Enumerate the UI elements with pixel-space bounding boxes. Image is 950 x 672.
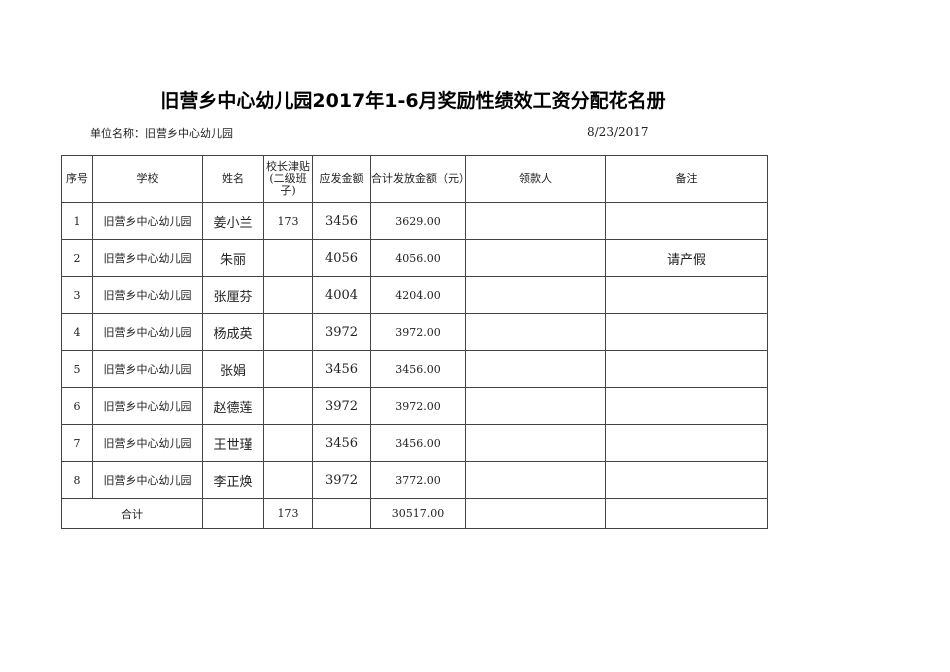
cell-empty bbox=[465, 498, 606, 529]
cell-no: 2 bbox=[61, 239, 93, 277]
totals-row: 合计 173 30517.00 bbox=[61, 498, 768, 529]
table-row: 5 旧营乡中心幼儿园 张娟 3456 3456.00 bbox=[61, 350, 768, 388]
unit-label: 单位名称：旧营乡中心幼儿园 bbox=[90, 127, 233, 140]
cell-empty bbox=[312, 498, 371, 529]
cell-recipient bbox=[465, 276, 606, 314]
cell-total: 3456.00 bbox=[370, 350, 466, 388]
cell-due: 4056 bbox=[312, 239, 371, 277]
cell-name: 姜小兰 bbox=[202, 202, 264, 240]
cell-total: 3629.00 bbox=[370, 202, 466, 240]
table-row: 2 旧营乡中心幼儿园 朱丽 4056 4056.00 请产假 bbox=[61, 239, 768, 277]
roster-table: 序号 学校 姓名 校长津贴(二级班子) 应发金额 合计发放金额（元） 领款人 备… bbox=[61, 155, 768, 529]
cell-allowance bbox=[263, 387, 313, 425]
cell-recipient bbox=[465, 424, 606, 462]
cell-note: 请产假 bbox=[605, 239, 768, 277]
cell-note bbox=[605, 387, 768, 425]
cell-school: 旧营乡中心幼儿园 bbox=[92, 424, 203, 462]
cell-total: 3456.00 bbox=[370, 424, 466, 462]
cell-no: 6 bbox=[61, 387, 93, 425]
cell-due: 4004 bbox=[312, 276, 371, 314]
totals-allowance: 173 bbox=[263, 498, 313, 529]
cell-no: 7 bbox=[61, 424, 93, 462]
header-note: 备注 bbox=[605, 155, 768, 203]
cell-note bbox=[605, 276, 768, 314]
cell-allowance bbox=[263, 461, 313, 499]
cell-allowance bbox=[263, 276, 313, 314]
cell-note bbox=[605, 313, 768, 351]
cell-allowance bbox=[263, 424, 313, 462]
cell-recipient bbox=[465, 202, 606, 240]
cell-due: 3456 bbox=[312, 202, 371, 240]
cell-total: 3972.00 bbox=[370, 387, 466, 425]
cell-due: 3456 bbox=[312, 350, 371, 388]
table-row: 7 旧营乡中心幼儿园 王世瑾 3456 3456.00 bbox=[61, 424, 768, 462]
header-allowance: 校长津贴(二级班子) bbox=[263, 155, 313, 203]
cell-recipient bbox=[465, 461, 606, 499]
cell-school: 旧营乡中心幼儿园 bbox=[92, 461, 203, 499]
cell-empty bbox=[202, 498, 264, 529]
cell-school: 旧营乡中心幼儿园 bbox=[92, 276, 203, 314]
totals-total: 30517.00 bbox=[370, 498, 466, 529]
cell-no: 1 bbox=[61, 202, 93, 240]
cell-total: 3972.00 bbox=[370, 313, 466, 351]
cell-name: 张厘芬 bbox=[202, 276, 264, 314]
cell-allowance bbox=[263, 239, 313, 277]
table-row: 4 旧营乡中心幼儿园 杨成英 3972 3972.00 bbox=[61, 313, 768, 351]
cell-allowance bbox=[263, 350, 313, 388]
cell-allowance: 173 bbox=[263, 202, 313, 240]
cell-no: 8 bbox=[61, 461, 93, 499]
cell-total: 3772.00 bbox=[370, 461, 466, 499]
cell-note bbox=[605, 350, 768, 388]
cell-no: 3 bbox=[61, 276, 93, 314]
cell-name: 李正焕 bbox=[202, 461, 264, 499]
table-row: 1 旧营乡中心幼儿园 姜小兰 173 3456 3629.00 bbox=[61, 202, 768, 240]
cell-school: 旧营乡中心幼儿园 bbox=[92, 239, 203, 277]
cell-name: 朱丽 bbox=[202, 239, 264, 277]
cell-due: 3972 bbox=[312, 461, 371, 499]
page-title: 旧营乡中心幼儿园2017年1-6月奖励性绩效工资分配花名册 bbox=[160, 90, 666, 112]
cell-note bbox=[605, 424, 768, 462]
cell-note bbox=[605, 202, 768, 240]
cell-school: 旧营乡中心幼儿园 bbox=[92, 350, 203, 388]
cell-recipient bbox=[465, 387, 606, 425]
cell-no: 4 bbox=[61, 313, 93, 351]
cell-name: 赵德莲 bbox=[202, 387, 264, 425]
table-row: 6 旧营乡中心幼儿园 赵德莲 3972 3972.00 bbox=[61, 387, 768, 425]
cell-school: 旧营乡中心幼儿园 bbox=[92, 313, 203, 351]
cell-due: 3456 bbox=[312, 424, 371, 462]
header-due: 应发金额 bbox=[312, 155, 371, 203]
header-total: 合计发放金额（元） bbox=[370, 155, 466, 203]
table-row: 3 旧营乡中心幼儿园 张厘芬 4004 4204.00 bbox=[61, 276, 768, 314]
cell-recipient bbox=[465, 313, 606, 351]
header-school: 学校 bbox=[92, 155, 203, 203]
header-name: 姓名 bbox=[202, 155, 264, 203]
table-row: 8 旧营乡中心幼儿园 李正焕 3972 3772.00 bbox=[61, 461, 768, 499]
header-recipient: 领款人 bbox=[465, 155, 606, 203]
cell-recipient bbox=[465, 239, 606, 277]
cell-empty bbox=[605, 498, 768, 529]
cell-due: 3972 bbox=[312, 387, 371, 425]
cell-school: 旧营乡中心幼儿园 bbox=[92, 387, 203, 425]
date: 8/23/2017 bbox=[587, 125, 649, 139]
cell-no: 5 bbox=[61, 350, 93, 388]
cell-name: 张娟 bbox=[202, 350, 264, 388]
cell-allowance bbox=[263, 313, 313, 351]
totals-label: 合计 bbox=[61, 498, 203, 529]
cell-school: 旧营乡中心幼儿园 bbox=[92, 202, 203, 240]
header-row: 序号 学校 姓名 校长津贴(二级班子) 应发金额 合计发放金额（元） 领款人 备… bbox=[61, 155, 768, 203]
cell-total: 4056.00 bbox=[370, 239, 466, 277]
cell-name: 王世瑾 bbox=[202, 424, 264, 462]
header-no: 序号 bbox=[61, 155, 93, 203]
cell-recipient bbox=[465, 350, 606, 388]
cell-name: 杨成英 bbox=[202, 313, 264, 351]
cell-note bbox=[605, 461, 768, 499]
cell-total: 4204.00 bbox=[370, 276, 466, 314]
cell-due: 3972 bbox=[312, 313, 371, 351]
